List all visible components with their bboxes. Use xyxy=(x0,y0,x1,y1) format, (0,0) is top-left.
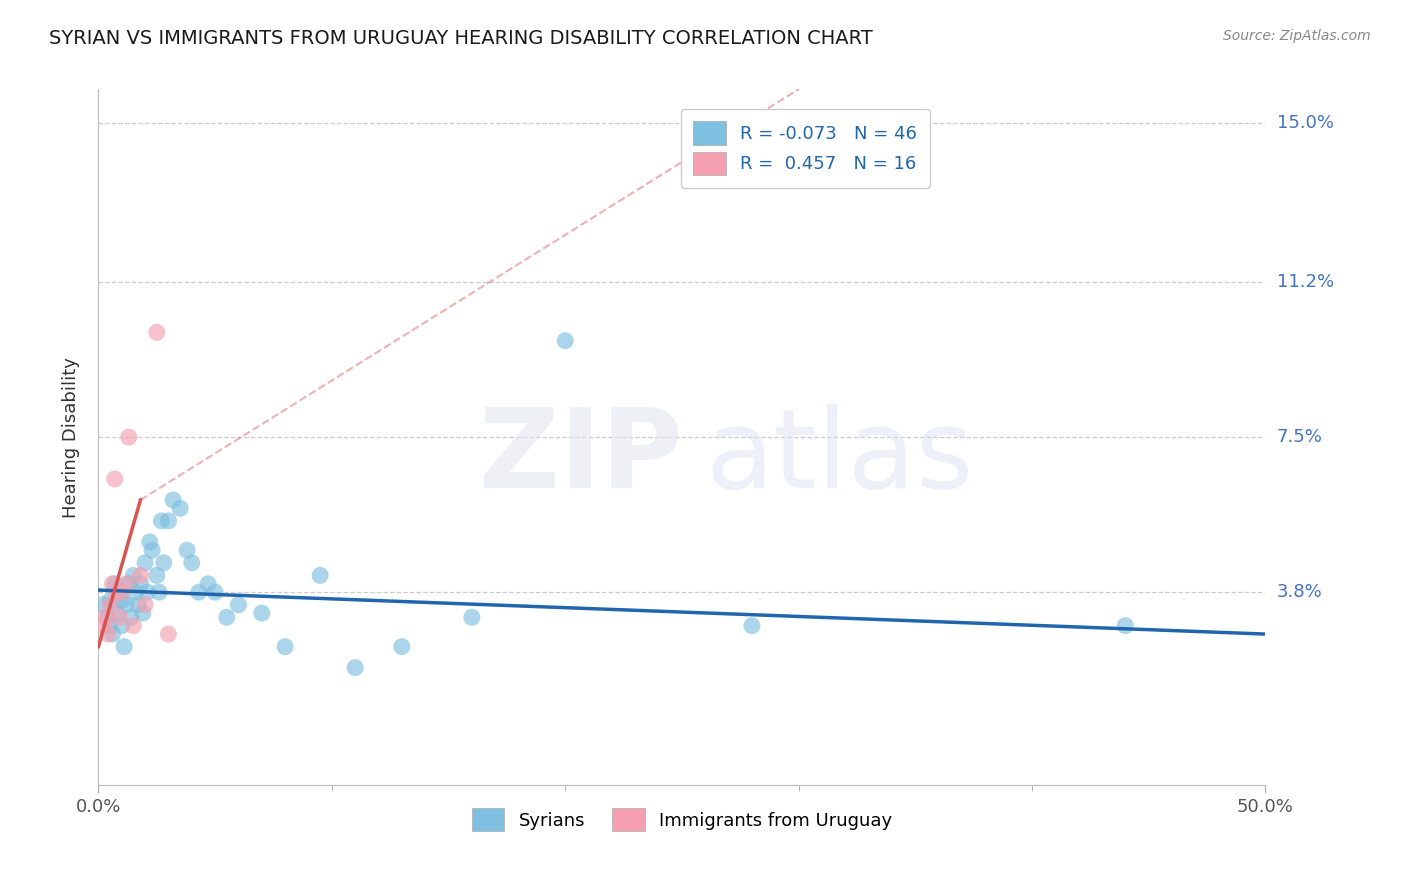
Point xyxy=(108,610,131,624)
Point xyxy=(108,585,131,599)
Point xyxy=(136,585,159,599)
Point xyxy=(104,576,127,591)
Point xyxy=(139,534,162,549)
Point xyxy=(105,606,128,620)
Point xyxy=(129,576,152,591)
Text: ZIP: ZIP xyxy=(478,404,682,511)
Point xyxy=(152,556,174,570)
Point xyxy=(97,610,120,624)
Point xyxy=(274,640,297,654)
Point xyxy=(169,501,191,516)
Point xyxy=(105,585,128,599)
Point xyxy=(204,585,226,599)
Point xyxy=(120,610,142,624)
Text: 15.0%: 15.0% xyxy=(1277,114,1333,132)
Point xyxy=(98,618,121,632)
Point xyxy=(146,326,169,340)
Point xyxy=(391,640,413,654)
Point xyxy=(118,430,141,444)
Point xyxy=(309,568,332,582)
Point xyxy=(134,598,156,612)
Legend: Syrians, Immigrants from Uruguay: Syrians, Immigrants from Uruguay xyxy=(464,801,900,838)
Point xyxy=(91,598,114,612)
Point xyxy=(134,556,156,570)
Point xyxy=(122,568,145,582)
Point xyxy=(94,610,117,624)
Text: atlas: atlas xyxy=(706,404,974,511)
Point xyxy=(101,576,124,591)
Point xyxy=(141,543,163,558)
Point xyxy=(1114,618,1136,632)
Point xyxy=(127,598,149,612)
Text: 7.5%: 7.5% xyxy=(1277,428,1323,446)
Text: Source: ZipAtlas.com: Source: ZipAtlas.com xyxy=(1223,29,1371,43)
Point xyxy=(118,576,141,591)
Point xyxy=(111,585,134,599)
Point xyxy=(197,576,219,591)
Point xyxy=(554,334,576,348)
Text: 3.8%: 3.8% xyxy=(1277,583,1322,601)
Point xyxy=(97,627,120,641)
Point xyxy=(111,618,134,632)
Point xyxy=(98,598,121,612)
Point xyxy=(91,618,114,632)
Point xyxy=(150,514,173,528)
Text: 11.2%: 11.2% xyxy=(1277,273,1334,291)
Point xyxy=(101,627,124,641)
Point xyxy=(112,640,135,654)
Point xyxy=(125,585,148,599)
Point xyxy=(180,556,202,570)
Point xyxy=(104,472,127,486)
Point xyxy=(111,593,134,607)
Point xyxy=(228,598,250,612)
Text: SYRIAN VS IMMIGRANTS FROM URUGUAY HEARING DISABILITY CORRELATION CHART: SYRIAN VS IMMIGRANTS FROM URUGUAY HEARIN… xyxy=(49,29,873,47)
Point xyxy=(162,492,184,507)
Point xyxy=(115,576,138,591)
Point xyxy=(98,593,121,607)
Point xyxy=(132,606,155,620)
Y-axis label: Hearing Disability: Hearing Disability xyxy=(62,357,80,517)
Point xyxy=(176,543,198,558)
Point xyxy=(157,627,180,641)
Point xyxy=(146,568,169,582)
Point xyxy=(187,585,209,599)
Point xyxy=(741,618,763,632)
Point xyxy=(115,598,138,612)
Point xyxy=(344,660,367,674)
Point xyxy=(122,618,145,632)
Point xyxy=(215,610,238,624)
Point xyxy=(250,606,273,620)
Point xyxy=(129,568,152,582)
Point xyxy=(148,585,170,599)
Point xyxy=(461,610,484,624)
Point xyxy=(157,514,180,528)
